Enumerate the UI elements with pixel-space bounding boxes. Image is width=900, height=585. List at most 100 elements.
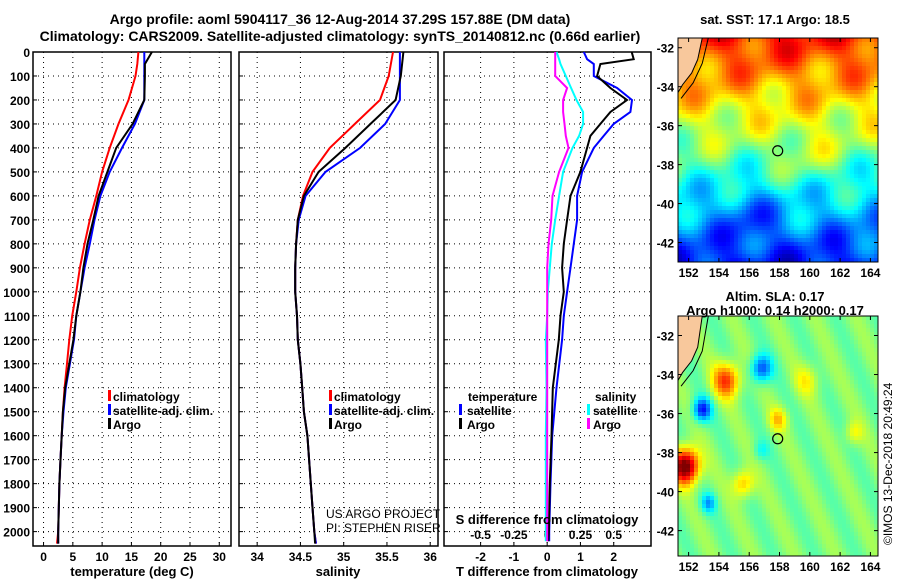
heatmap-cell bbox=[802, 166, 806, 170]
heatmap-cell bbox=[678, 110, 682, 114]
heatmap-cell bbox=[718, 536, 722, 540]
heatmap-cell bbox=[746, 186, 750, 190]
heatmap-cell bbox=[770, 54, 774, 58]
heatmap-cell bbox=[746, 420, 750, 424]
heatmap-cell bbox=[734, 548, 738, 552]
heatmap-cell bbox=[734, 218, 738, 222]
heatmap-cell bbox=[822, 198, 826, 202]
heatmap-cell bbox=[690, 452, 694, 456]
heatmap-cell bbox=[786, 126, 790, 130]
heatmap-cell bbox=[790, 532, 794, 536]
heatmap-cell bbox=[746, 320, 750, 324]
heatmap-cell bbox=[790, 242, 794, 246]
heatmap-cell bbox=[678, 412, 682, 416]
heatmap-cell bbox=[706, 448, 710, 452]
heatmap-cell bbox=[722, 320, 726, 324]
heatmap-cell bbox=[774, 234, 778, 238]
heatmap-cell bbox=[810, 142, 814, 146]
heatmap-cell bbox=[734, 536, 738, 540]
heatmap-cell bbox=[750, 476, 754, 480]
heatmap-cell bbox=[782, 484, 786, 488]
heatmap-cell bbox=[722, 412, 726, 416]
heatmap-cell bbox=[758, 170, 762, 174]
heatmap-cell bbox=[814, 86, 818, 90]
heatmap-cell bbox=[822, 66, 826, 70]
heatmap-cell bbox=[806, 122, 810, 126]
heatmap-cell bbox=[854, 54, 858, 58]
heatmap-cell bbox=[706, 344, 710, 348]
heatmap-cell bbox=[798, 496, 802, 500]
heatmap-cell bbox=[870, 194, 874, 198]
heatmap-cell bbox=[722, 206, 726, 210]
figure-title-line1: Argo profile: aoml 5904117_36 12-Aug-201… bbox=[110, 11, 571, 27]
heatmap-cell bbox=[806, 58, 810, 62]
heatmap-cell bbox=[758, 54, 762, 58]
heatmap-cell bbox=[690, 214, 694, 218]
heatmap-cell bbox=[758, 364, 762, 368]
heatmap-cell bbox=[774, 70, 778, 74]
heatmap-cell bbox=[810, 62, 814, 66]
heatmap-cell bbox=[686, 388, 690, 392]
heatmap-cell bbox=[870, 134, 874, 138]
heatmap-cell bbox=[758, 320, 762, 324]
heatmap-cell bbox=[802, 548, 806, 552]
heatmap-cell bbox=[770, 246, 774, 250]
heatmap-cell bbox=[738, 468, 742, 472]
heatmap-cell bbox=[754, 496, 758, 500]
heatmap-cell bbox=[790, 182, 794, 186]
depth-tick-label: 900 bbox=[10, 262, 30, 276]
heatmap-cell bbox=[722, 78, 726, 82]
heatmap-cell bbox=[774, 150, 778, 154]
heatmap-cell bbox=[750, 428, 754, 432]
heatmap-cell bbox=[710, 364, 714, 368]
heatmap-cell bbox=[690, 548, 694, 552]
heatmap-cell bbox=[722, 122, 726, 126]
heatmap-cell bbox=[738, 372, 742, 376]
heatmap-cell bbox=[734, 444, 738, 448]
heatmap-cell bbox=[786, 174, 790, 178]
heatmap-cell bbox=[746, 452, 750, 456]
heatmap-cell bbox=[778, 416, 782, 420]
heatmap-cell bbox=[714, 86, 718, 90]
heatmap-cell bbox=[718, 218, 722, 222]
heatmap-cell bbox=[798, 484, 802, 488]
heatmap-cell bbox=[738, 230, 742, 234]
heatmap-cell bbox=[742, 520, 746, 524]
heatmap-cell bbox=[710, 62, 714, 66]
heatmap-cell bbox=[806, 134, 810, 138]
heatmap-cell bbox=[774, 190, 778, 194]
heatmap-cell bbox=[710, 54, 714, 58]
heatmap-cell bbox=[798, 178, 802, 182]
heatmap-cell bbox=[786, 388, 790, 392]
heatmap-cell bbox=[714, 460, 718, 464]
heatmap-cell bbox=[726, 488, 730, 492]
heatmap-cell bbox=[862, 174, 866, 178]
heatmap-cell bbox=[838, 118, 842, 122]
heatmap-cell bbox=[706, 360, 710, 364]
heatmap-cell bbox=[754, 186, 758, 190]
heatmap-cell bbox=[694, 234, 698, 238]
heatmap-cell bbox=[734, 368, 738, 372]
heatmap-cell bbox=[858, 46, 862, 50]
heatmap-cell bbox=[794, 238, 798, 242]
heatmap-cell bbox=[866, 214, 870, 218]
heatmap-cell bbox=[758, 214, 762, 218]
heatmap-cell bbox=[754, 516, 758, 520]
heatmap-cell bbox=[850, 78, 854, 82]
heatmap-cell bbox=[722, 532, 726, 536]
heatmap-cell bbox=[710, 58, 714, 62]
heatmap-cell bbox=[798, 94, 802, 98]
heatmap-cell bbox=[706, 114, 710, 118]
heatmap-cell bbox=[838, 146, 842, 150]
heatmap-cell bbox=[870, 90, 874, 94]
heatmap-cell bbox=[786, 352, 790, 356]
heatmap-cell bbox=[714, 476, 718, 480]
heatmap-cell bbox=[734, 372, 738, 376]
heatmap-cell bbox=[690, 508, 694, 512]
heatmap-cell bbox=[850, 66, 854, 70]
heatmap-cell bbox=[782, 62, 786, 66]
heatmap-cell bbox=[794, 476, 798, 480]
heatmap-cell bbox=[718, 512, 722, 516]
heatmap-cell bbox=[722, 114, 726, 118]
heatmap-cell bbox=[754, 42, 758, 46]
